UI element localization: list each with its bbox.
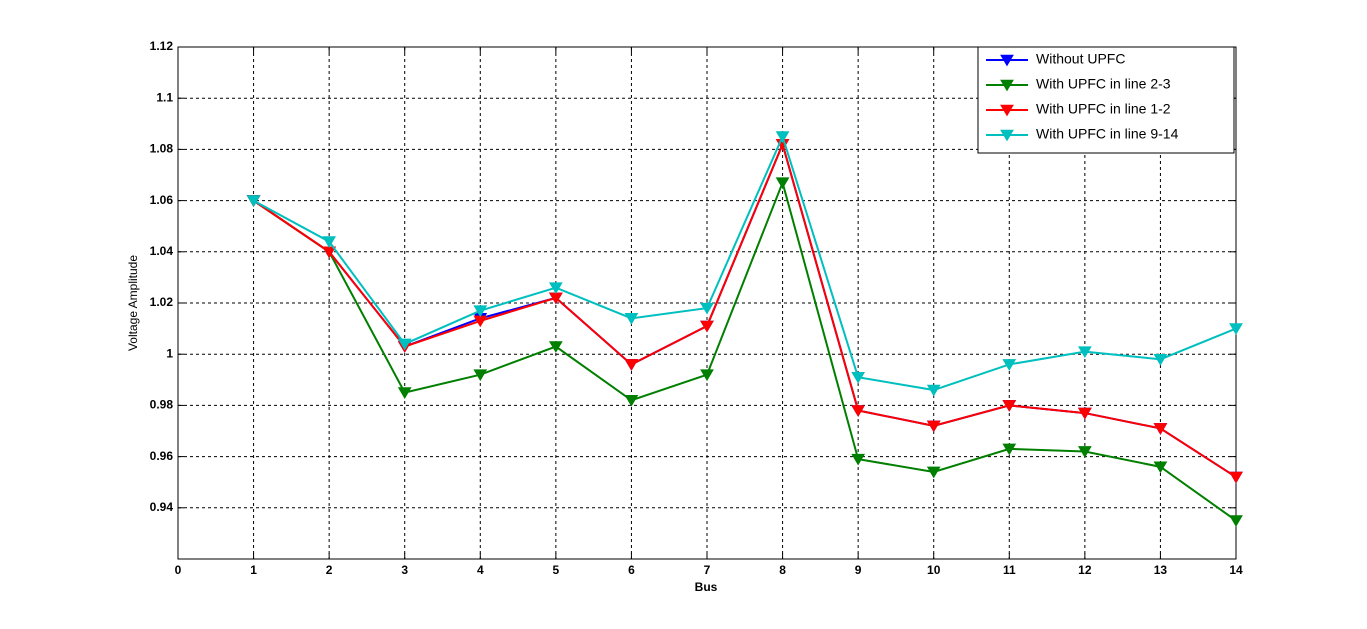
marker — [1229, 515, 1243, 527]
x-tick-label: 11 — [1003, 563, 1016, 577]
marker — [926, 384, 941, 397]
marker — [1077, 407, 1092, 420]
marker — [473, 369, 488, 382]
series-line — [253, 133, 1237, 392]
marker — [775, 131, 790, 143]
y-axis-label: Voltage Amplitude — [126, 255, 140, 351]
x-tick-label: 3 — [401, 563, 408, 577]
legend-label: With UPFC in line 9-14 — [1036, 126, 1179, 142]
x-tick-label: 9 — [855, 563, 862, 577]
marker — [700, 369, 714, 382]
marker — [926, 466, 941, 479]
y-tick-label: 1.02 — [150, 295, 174, 309]
series-line — [253, 141, 1237, 478]
marker — [1229, 323, 1243, 335]
x-tick-label: 2 — [326, 563, 333, 577]
y-tick-label: 1.08 — [150, 142, 174, 156]
marker — [1153, 354, 1168, 366]
marker — [624, 394, 639, 407]
x-tick-label: 7 — [704, 563, 711, 577]
legend-label: With UPFC in line 1-2 — [1036, 101, 1171, 117]
x-tick-label: 10 — [927, 563, 941, 577]
y-tick-label: 1 — [166, 346, 173, 360]
marker — [851, 371, 866, 384]
legend-label: Without UPFC — [1036, 51, 1125, 67]
marker — [1077, 346, 1092, 359]
y-tick-label: 0.94 — [150, 500, 174, 514]
legend: Without UPFC With UPFC in line 2-3 With UP… — [977, 46, 1235, 154]
marker — [624, 359, 639, 371]
y-tick-label: 1.12 — [150, 39, 174, 53]
marker — [1153, 423, 1168, 435]
x-tick-label: 1 — [250, 563, 257, 577]
x-tick-label: 13 — [1154, 563, 1168, 577]
marker — [1229, 471, 1243, 484]
x-tick-label: 4 — [477, 563, 484, 577]
x-tick-label: 12 — [1078, 563, 1092, 577]
marker — [624, 313, 639, 325]
x-tick-label: 14 — [1229, 563, 1243, 577]
y-tick-label: 1.04 — [150, 244, 174, 258]
x-tick-label: 0 — [175, 563, 182, 577]
marker — [548, 341, 563, 353]
marker — [1077, 446, 1092, 458]
x-tick-label: 6 — [628, 563, 635, 577]
marker — [397, 387, 412, 399]
series-line — [253, 179, 1237, 522]
marker — [1002, 400, 1017, 412]
marker — [851, 405, 866, 417]
legend-label: With UPFC in line 2-3 — [1036, 76, 1171, 92]
marker — [1153, 461, 1168, 474]
x-tick-label: 8 — [779, 563, 786, 577]
y-tick-label: 1.06 — [150, 193, 174, 207]
legend-marker — [1000, 129, 1014, 142]
y-tick-label: 0.98 — [150, 398, 174, 412]
marker — [473, 305, 488, 318]
marker — [548, 282, 563, 295]
x-tick-label: 5 — [553, 563, 560, 577]
x-axis-label: Bus — [695, 580, 718, 594]
marker — [700, 320, 714, 333]
plot-frame — [177, 46, 1237, 560]
marker — [246, 195, 261, 207]
marker — [1002, 443, 1017, 456]
y-tick-label: 0.96 — [150, 449, 174, 463]
y-tick-label: 1.1 — [156, 90, 173, 104]
legend-marker — [1000, 104, 1014, 117]
marker — [1002, 359, 1017, 371]
legend-marker — [1000, 79, 1014, 92]
marker — [700, 302, 714, 315]
marker — [775, 177, 790, 190]
marker — [851, 453, 866, 466]
marker — [397, 338, 412, 351]
legend-marker — [1000, 54, 1014, 67]
marker — [926, 420, 941, 433]
marker — [322, 236, 337, 248]
